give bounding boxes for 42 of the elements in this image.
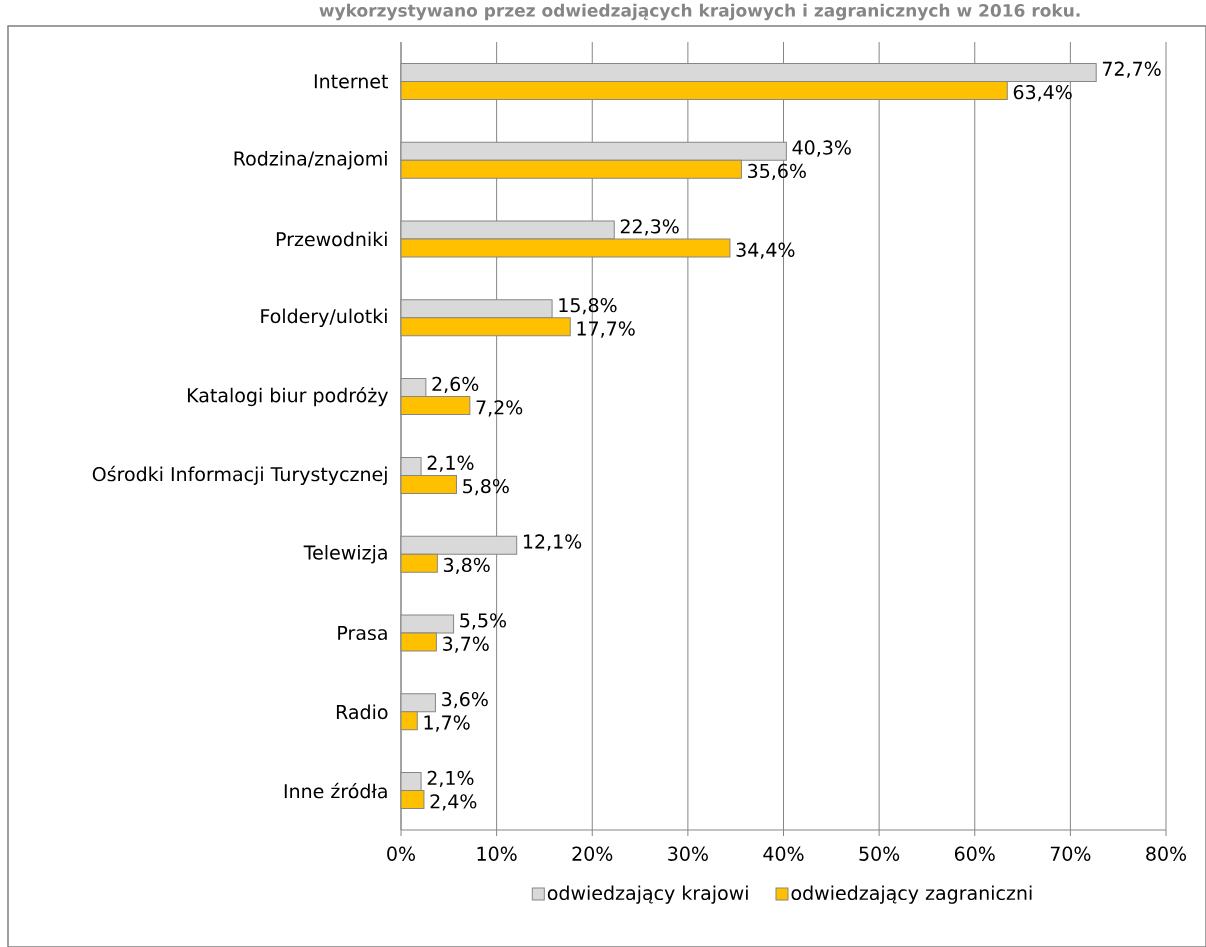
data-label: 34,4%: [736, 242, 795, 259]
data-label: 5,8%: [463, 478, 509, 496]
data-label: 3,7%: [443, 636, 489, 653]
x-tick-label: 10%: [477, 846, 517, 861]
y-tick-label: Inne źródła: [284, 782, 387, 799]
data-label: 2,1%: [427, 455, 474, 472]
data-label: 22,3%: [620, 219, 679, 236]
data-label: 7,2%: [476, 400, 523, 417]
data-label: 3,8%: [443, 557, 490, 575]
data-label: 63,4%: [1013, 84, 1072, 102]
legend-label: odwiedzający krajowi: [547, 885, 748, 904]
data-label: 5,5%: [460, 613, 507, 630]
data-label: 12,1%: [524, 534, 582, 551]
y-tick-label: Rodzina/znajomi: [234, 151, 387, 170]
data-label: 35,6%: [748, 163, 806, 181]
y-tick-label: Foldery/ulotki: [261, 308, 387, 327]
x-tick-label: 40%: [763, 846, 804, 861]
x-tick-label: 70%: [1050, 846, 1091, 861]
chart-title: wykorzystywano przez odwiedzających krajowych i zagranicznych w 2016 roku.: [319, 3, 1080, 21]
y-tick-label: Przewodniki: [276, 231, 387, 247]
data-label: 17,7%: [577, 321, 635, 338]
data-label: 1,7%: [424, 715, 470, 732]
x-tick-label: 20%: [572, 846, 613, 861]
x-tick-label: 50%: [859, 846, 900, 861]
data-label: 2,1%: [427, 770, 474, 788]
y-tick-label: Internet: [314, 74, 389, 89]
x-tick-label: 0%: [387, 846, 416, 861]
y-tick-label: Katalogi biur podróży: [187, 387, 388, 407]
data-label: 40,3%: [792, 140, 851, 157]
data-label: 72,7%: [1102, 61, 1161, 78]
data-label: 15,8%: [559, 297, 617, 315]
y-tick-label: Radio: [336, 704, 388, 720]
y-tick-label: Prasa: [338, 625, 387, 641]
legend-label: odwiedzający zagraniczni: [791, 885, 1032, 904]
y-tick-label: Ośrodki Informacji Turystycznej: [92, 465, 387, 485]
x-tick-label: 60%: [954, 846, 995, 861]
x-tick-label: 30%: [668, 846, 708, 861]
data-label: 2,4%: [430, 794, 477, 811]
x-tick-label: 80%: [1146, 846, 1187, 861]
data-label: 2,6%: [432, 376, 479, 394]
data-label: 3,6%: [442, 691, 488, 709]
y-tick-label: Telewizja: [303, 545, 387, 564]
